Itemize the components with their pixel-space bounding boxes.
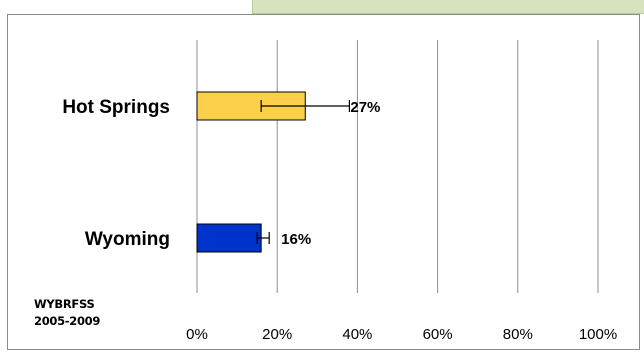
data-label: 16%	[281, 231, 311, 248]
category-label: Hot Springs	[62, 97, 170, 118]
data-label: 27%	[350, 99, 380, 116]
header-strip	[252, 0, 644, 14]
x-tick-label: 40%	[342, 326, 372, 343]
chart-frame	[7, 14, 640, 350]
x-tick-label: 60%	[423, 326, 453, 343]
source-note: WYBRFSS 2005-2009	[34, 296, 100, 330]
category-label: Wyoming	[85, 229, 170, 250]
source-note-line-1: WYBRFSS	[34, 297, 95, 311]
source-note-line-2: 2005-2009	[34, 314, 101, 328]
x-tick-label: 100%	[579, 326, 617, 343]
x-tick-label: 0%	[186, 326, 208, 343]
x-tick-label: 20%	[262, 326, 292, 343]
bar	[196, 223, 262, 253]
x-tick-label: 80%	[503, 326, 533, 343]
